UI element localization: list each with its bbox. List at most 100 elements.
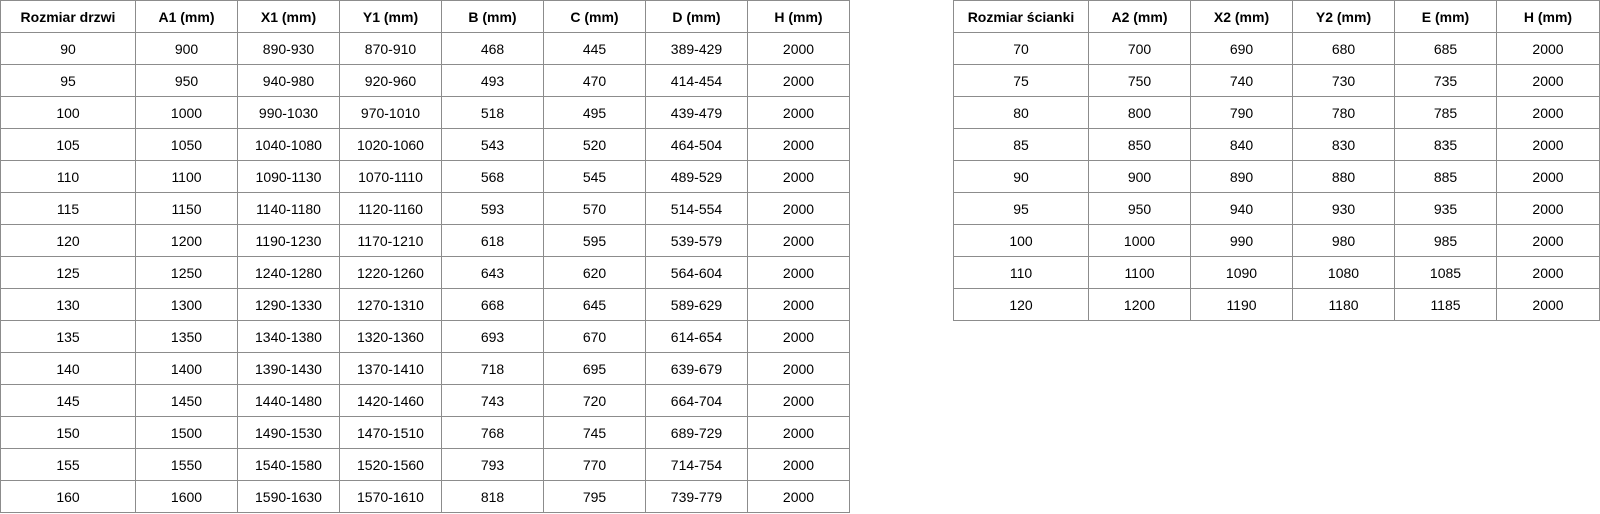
table-row: 110 1100 1090-1130 1070-1110 568 545 489-529 20…: [0, 160, 850, 193]
table-cell: 689-729: [645, 416, 748, 449]
table-cell: 2000: [747, 288, 850, 321]
table-cell: 115: [0, 192, 136, 225]
table-cell: 2000: [1496, 256, 1600, 289]
table-cell: 770: [543, 448, 646, 481]
table-cell: 493: [441, 64, 544, 97]
table-cell: 1085: [1394, 256, 1497, 289]
table-cell: 1240-1280: [237, 256, 340, 289]
table-cell: 2000: [747, 224, 850, 257]
table-cell: 2000: [747, 64, 850, 97]
table-cell: 890: [1190, 160, 1293, 193]
table-cell: 780: [1292, 96, 1395, 129]
table-cell: 110: [953, 256, 1089, 289]
table-cell: 2000: [747, 416, 850, 449]
table-cell: 1370-1410: [339, 352, 442, 385]
column-header: C (mm): [543, 0, 646, 33]
table-cell: 730: [1292, 64, 1395, 97]
table-cell: 735: [1394, 64, 1497, 97]
table-cell: 940-980: [237, 64, 340, 97]
table-cell: 1570-1610: [339, 480, 442, 513]
table-cell: 835: [1394, 128, 1497, 161]
table-cell: 1140-1180: [237, 192, 340, 225]
table-cell: 693: [441, 320, 544, 353]
table-cell: 468: [441, 32, 544, 65]
table-cell: 1120-1160: [339, 192, 442, 225]
table-cell: 1090-1130: [237, 160, 340, 193]
table-cell: 930: [1292, 192, 1395, 225]
table-cell: 1440-1480: [237, 384, 340, 417]
table-cell: 570: [543, 192, 646, 225]
table-cell: 668: [441, 288, 544, 321]
table-cell: 1320-1360: [339, 320, 442, 353]
table-cell: 1040-1080: [237, 128, 340, 161]
table-cell: 1190-1230: [237, 224, 340, 257]
table-cell: 718: [441, 352, 544, 385]
table-cell: 75: [953, 64, 1089, 97]
table-cell: 1300: [135, 288, 238, 321]
table-cell: 1070-1110: [339, 160, 442, 193]
table-cell: 2000: [1496, 128, 1600, 161]
table-cell: 639-679: [645, 352, 748, 385]
table-cell: 85: [953, 128, 1089, 161]
table-cell: 1185: [1394, 288, 1497, 321]
table-cell: 130: [0, 288, 136, 321]
table-cell: 520: [543, 128, 646, 161]
table-cell: 140: [0, 352, 136, 385]
table-cell: 518: [441, 96, 544, 129]
table-cell: 890-930: [237, 32, 340, 65]
table-cell: 2000: [1496, 32, 1600, 65]
table-cell: 1250: [135, 256, 238, 289]
table-cell: 645: [543, 288, 646, 321]
table-cell: 1000: [1088, 224, 1191, 257]
table-cell: 1100: [1088, 256, 1191, 289]
table-cell: 1180: [1292, 288, 1395, 321]
table-cell: 1590-1630: [237, 480, 340, 513]
table-row: 145 1450 1440-1480 1420-1460 743 720 664-704 20…: [0, 384, 850, 417]
table-cell: 720: [543, 384, 646, 417]
table-cell: 90: [0, 32, 136, 65]
table-cell: 543: [441, 128, 544, 161]
table-cell: 1550: [135, 448, 238, 481]
table-cell: 1470-1510: [339, 416, 442, 449]
table-cell: 2000: [747, 192, 850, 225]
table-cell: 1090: [1190, 256, 1293, 289]
table-row: 85 850 840 830 835 2000: [953, 128, 1600, 161]
table-cell: 2000: [1496, 96, 1600, 129]
table-cell: 714-754: [645, 448, 748, 481]
table-cell: 1390-1430: [237, 352, 340, 385]
column-header: Rozmiar drzwi: [0, 0, 136, 33]
table-cell: 1520-1560: [339, 448, 442, 481]
table-cell: 470: [543, 64, 646, 97]
table-cell: 389-429: [645, 32, 748, 65]
table-row: 90 900 890 880 885 2000: [953, 160, 1600, 193]
column-header: A2 (mm): [1088, 0, 1191, 33]
table-cell: 885: [1394, 160, 1497, 193]
table-cell: 685: [1394, 32, 1497, 65]
table-cell: 745: [543, 416, 646, 449]
table-cell: 620: [543, 256, 646, 289]
table-cell: 100: [953, 224, 1089, 257]
table-cell: 593: [441, 192, 544, 225]
table-cell: 1450: [135, 384, 238, 417]
table-cell: 2000: [747, 384, 850, 417]
table-cell: 1400: [135, 352, 238, 385]
table-cell: 750: [1088, 64, 1191, 97]
table-row: 110 1100 1090 1080 1085 2000: [953, 256, 1600, 289]
table-cell: 768: [441, 416, 544, 449]
table-cell: 110: [0, 160, 136, 193]
table-cell: 1420-1460: [339, 384, 442, 417]
table-cell: 150: [0, 416, 136, 449]
table-cell: 155: [0, 448, 136, 481]
table-cell: 125: [0, 256, 136, 289]
table-cell: 980: [1292, 224, 1395, 257]
table-cell: 414-454: [645, 64, 748, 97]
table-cell: 900: [1088, 160, 1191, 193]
table-cell: 100: [0, 96, 136, 129]
header-row: Rozmiar drzwi A1 (mm) X1 (mm) Y1 (mm) B (mm)…: [0, 0, 850, 33]
table-cell: 850: [1088, 128, 1191, 161]
table-cell: 95: [0, 64, 136, 97]
table-cell: 2000: [1496, 224, 1600, 257]
table-cell: 830: [1292, 128, 1395, 161]
table-cell: 1100: [135, 160, 238, 193]
table-cell: 545: [543, 160, 646, 193]
